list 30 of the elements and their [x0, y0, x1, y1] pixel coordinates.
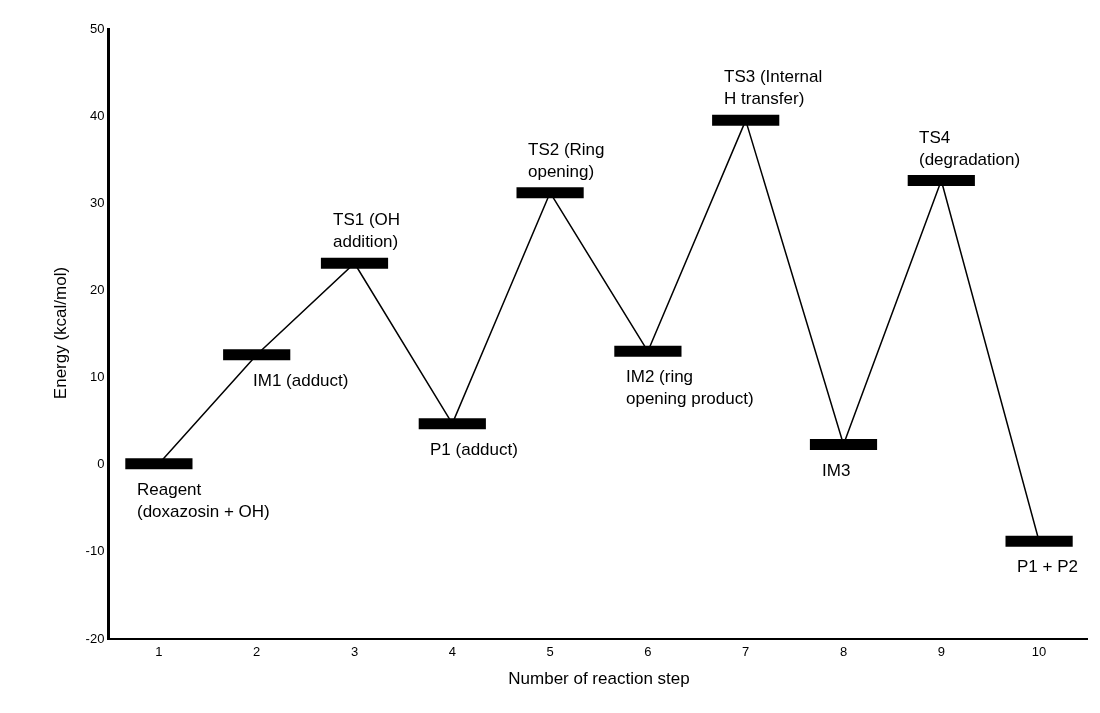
x-tick-label: 1 — [155, 643, 163, 659]
x-tick-label: 6 — [644, 643, 652, 659]
x-tick-label: 10 — [1031, 643, 1047, 659]
annotation: P1 + P2 — [1017, 557, 1078, 576]
annotation: TS2 (Ring opening) — [528, 140, 605, 182]
x-tick-label: 8 — [839, 643, 848, 659]
annotation: IM2 (ring opening product) — [626, 367, 754, 409]
y-tick-label: 40 — [89, 107, 105, 123]
y-tick-label: -10 — [85, 543, 105, 559]
annotation: TS1 (OH addition) — [333, 210, 401, 252]
x-tick-label: 3 — [350, 643, 359, 659]
y-tick-label: 20 — [89, 281, 105, 297]
x-tick-label: 4 — [448, 643, 456, 659]
y-tick-label: 10 — [89, 369, 105, 385]
x-tick-label: 2 — [253, 643, 261, 659]
x-tick-label: 9 — [937, 643, 945, 659]
y-tick-label: 50 — [89, 20, 105, 36]
x-tick-label: 5 — [546, 643, 554, 659]
x-axis-title: Number of reaction step — [508, 669, 690, 689]
y-tick-label: 30 — [89, 194, 105, 210]
y-tick-label: 0 — [97, 456, 105, 472]
annotation: IM3 — [822, 461, 851, 480]
y-axis-title: Energy (kcal/mol) — [51, 266, 71, 400]
x-tick-label: 7 — [742, 643, 750, 659]
annotation: Reagent (doxazosin + OH) — [137, 480, 270, 522]
annotation: IM1 (adduct) — [253, 371, 349, 390]
y-tick-label: -20 — [85, 630, 105, 646]
annotation: TS4 (degradation) — [919, 128, 1021, 170]
annotation: P1 (adduct) — [430, 440, 518, 459]
annotation: TS3 (Internal H transfer) — [724, 67, 823, 109]
